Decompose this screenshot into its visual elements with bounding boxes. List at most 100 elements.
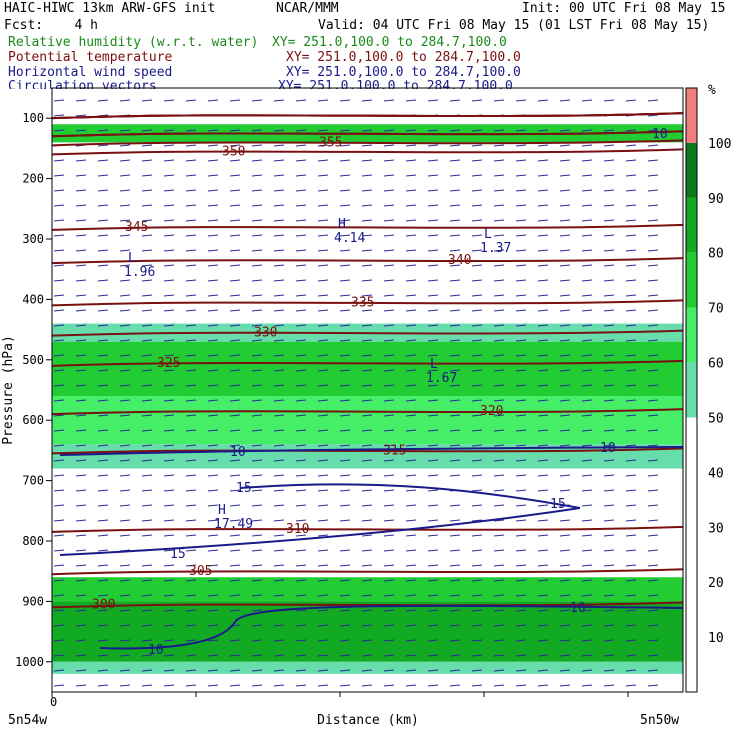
- wind-vector: [251, 294, 263, 297]
- theta-contours: 300 305 310 315 320 325 330 335 340 345 350 355: [51, 112, 684, 612]
- wind-vector: [625, 579, 637, 582]
- wind-vector: [449, 519, 461, 522]
- wind-vector: [493, 684, 505, 687]
- wind-vector: [603, 219, 615, 222]
- wind-vector: [405, 264, 417, 267]
- wind-vector: [383, 594, 395, 597]
- wind-vector: [229, 129, 241, 132]
- wind-vector: [603, 249, 615, 252]
- wind-vector: [119, 264, 131, 267]
- wind-vector: [581, 459, 593, 462]
- wind-vector: [647, 159, 659, 162]
- wind-vector: [229, 609, 241, 612]
- wind-vector: [559, 459, 571, 462]
- wind-vector: [493, 144, 505, 147]
- wind-vector: [185, 549, 197, 552]
- x-tick-label: 0: [50, 695, 57, 709]
- wind-vector: [207, 384, 219, 387]
- wind-vector: [185, 534, 197, 537]
- wind-vector: [537, 579, 549, 582]
- wind-vector: [449, 504, 461, 507]
- wind-vector: [647, 264, 659, 267]
- wind-vector: [119, 384, 131, 387]
- wind-vector: [405, 174, 417, 177]
- wind-vector: [493, 639, 505, 642]
- wind-vector: [647, 114, 659, 117]
- wind-vector: [603, 624, 615, 627]
- wind-vector: [647, 414, 659, 417]
- wind-vector: [471, 579, 483, 582]
- wind-vector: [449, 129, 461, 132]
- wind-vector: [581, 414, 593, 417]
- wind-vector: [273, 159, 285, 162]
- wind-vector: [471, 414, 483, 417]
- wind-vector: [339, 684, 351, 687]
- wind-vector: [603, 279, 615, 282]
- wind-vector: [207, 294, 219, 297]
- wind-vector: [119, 564, 131, 567]
- wind-vector: [273, 624, 285, 627]
- wind-vector: [515, 564, 527, 567]
- wind-vector: [119, 639, 131, 642]
- wind-vector: [493, 624, 505, 627]
- wind-vector: [339, 339, 351, 342]
- wind-vector: [295, 534, 307, 537]
- wind-vector: [75, 594, 87, 597]
- wind-vector: [625, 339, 637, 342]
- wind-contour-1: [59, 507, 581, 556]
- wind-vector: [229, 384, 241, 387]
- theta-label-320: 320: [480, 404, 503, 419]
- wind-vector: [163, 294, 175, 297]
- x-axis-label: Distance (km): [317, 713, 419, 728]
- wind-vector: [361, 219, 373, 222]
- wind-vector: [383, 204, 395, 207]
- wind-vector: [339, 459, 351, 462]
- wind-vector: [251, 99, 263, 102]
- wind-vector: [647, 279, 659, 282]
- wind-vector: [141, 684, 153, 687]
- wind-vector: [229, 249, 241, 252]
- wind-vector: [361, 549, 373, 552]
- wind-contour-label: 10: [230, 445, 246, 460]
- wind-vector: [493, 474, 505, 477]
- wind-vector: [449, 174, 461, 177]
- wind-vector: [75, 234, 87, 237]
- wind-vector: [141, 459, 153, 462]
- wind-vector: [53, 279, 65, 282]
- wind-vector: [185, 669, 197, 672]
- header-title: HAIC-HIWC 13km ARW-GFS init: [4, 1, 216, 16]
- wind-vector: [141, 624, 153, 627]
- wind-vector: [559, 384, 571, 387]
- wind-vector: [603, 339, 615, 342]
- wind-vector: [449, 219, 461, 222]
- wind-vector: [75, 534, 87, 537]
- wind-vector: [603, 414, 615, 417]
- wind-vector: [75, 549, 87, 552]
- wind-vector: [361, 264, 373, 267]
- wind-vector: [141, 594, 153, 597]
- wind-vector: [75, 384, 87, 387]
- wind-vector: [493, 459, 505, 462]
- wind-vector: [163, 339, 175, 342]
- wind-vector: [251, 654, 263, 657]
- wind-vector: [603, 579, 615, 582]
- wind-vector: [273, 174, 285, 177]
- wind-vector: [53, 564, 65, 567]
- wind-vector: [603, 519, 615, 522]
- theta-contour-340: [51, 257, 684, 265]
- wind-vector: [185, 339, 197, 342]
- colorbar-bin-0: [686, 362, 697, 418]
- wind-vector: [295, 519, 307, 522]
- wind-vector: [625, 399, 637, 402]
- wind-vector: [603, 429, 615, 432]
- wind-vector: [647, 354, 659, 357]
- wind-vector: [559, 399, 571, 402]
- wind-contour-label: 15: [550, 497, 566, 512]
- wind-vector: [317, 294, 329, 297]
- wind-vector: [273, 459, 285, 462]
- wind-vector: [581, 354, 593, 357]
- wind-vector: [537, 474, 549, 477]
- wind-vector: [97, 354, 109, 357]
- wind-vector: [185, 579, 197, 582]
- wind-vector: [493, 99, 505, 102]
